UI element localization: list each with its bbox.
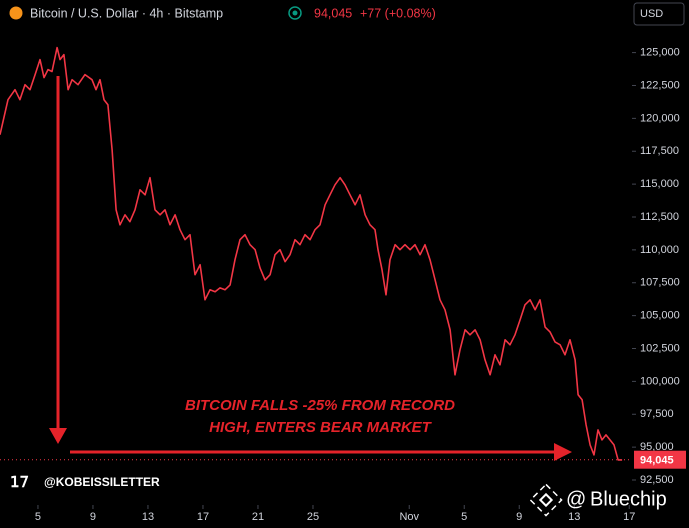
x-tick-label: 9 — [90, 511, 96, 523]
y-tick-label: 122,500 — [640, 79, 680, 91]
source-label: @ — [566, 488, 586, 510]
y-tick-label: 112,500 — [640, 211, 679, 223]
bluechip-logo — [529, 483, 563, 517]
y-tick-label: 95,000 — [640, 441, 674, 453]
x-tick-label: 9 — [516, 511, 522, 523]
x-tick-label: 5 — [461, 511, 467, 523]
y-tick-label: 117,500 — [640, 145, 679, 157]
x-tick-label: Nov — [399, 511, 419, 523]
x-tick-label: 17 — [623, 511, 635, 523]
bitcoin-icon — [9, 6, 23, 20]
arrow-head — [49, 428, 67, 444]
y-tick-label: 120,000 — [640, 112, 680, 124]
x-tick-label: 21 — [252, 511, 264, 523]
status-dot — [292, 10, 298, 16]
tv-logo: 𝟣𝟩 — [10, 474, 29, 491]
x-tick-label: 13 — [142, 511, 154, 523]
source: Bluechip — [590, 488, 667, 510]
annotation: HIGH, ENTERS BEAR MARKET — [209, 419, 433, 436]
y-tick-label: 105,000 — [640, 310, 680, 322]
last-price-box — [634, 450, 686, 469]
y-tick-label: 102,500 — [640, 342, 680, 354]
last-price-label: 94,045 — [640, 455, 674, 467]
y-tick-label: 110,000 — [640, 244, 679, 256]
header-change: +77 (+0.08%) — [360, 6, 436, 20]
y-tick-label: 92,500 — [640, 474, 674, 486]
y-tick-label: 115,000 — [640, 178, 679, 190]
currency-label[interactable]: USD — [640, 8, 663, 20]
x-tick-label: 5 — [35, 511, 41, 523]
watermark: @KOBEISSILETTER — [44, 475, 160, 489]
currency-button[interactable] — [633, 2, 685, 26]
x-tick-label: 17 — [197, 511, 209, 523]
annotation: BITCOIN FALLS -25% FROM RECORD — [185, 397, 455, 414]
x-tick-label: 25 — [307, 511, 319, 523]
y-tick-label: 100,000 — [640, 375, 680, 387]
y-tick-label: 107,500 — [640, 277, 680, 289]
y-tick-label: 125,000 — [640, 47, 680, 59]
header-price: 94,045 — [314, 6, 352, 20]
status-icon — [288, 6, 302, 20]
plot: 92,500 95,000 97,500 100,000 102,500 105,000 1… — [0, 47, 686, 523]
y-tick-label: 97,500 — [640, 408, 674, 420]
price-line — [0, 46, 623, 461]
arrow-head — [554, 443, 572, 461]
x-tick-label: 13 — [568, 511, 580, 523]
chart-title: Bitcoin / U.S. Dollar · 4h · Bitstamp — [30, 6, 223, 20]
